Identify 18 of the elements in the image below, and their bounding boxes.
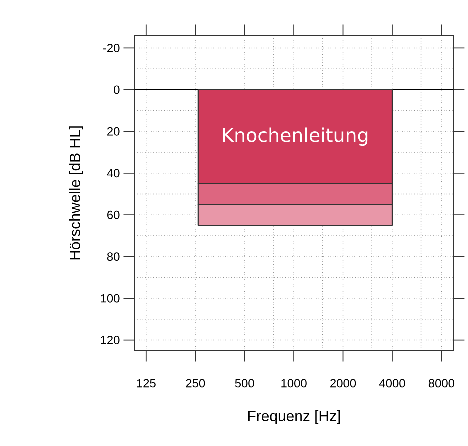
y-tick-label: -20 [103, 44, 120, 52]
y-tick-label: 80 [107, 252, 120, 262]
x-tick-label: 250 [186, 379, 206, 388]
y-tick-label: 100 [101, 294, 120, 303]
y-tick-label: 60 [108, 210, 120, 220]
x-tick-label: 125 [137, 379, 156, 388]
y-axis-title: Hörschwelle [dB HL] [69, 126, 84, 260]
x-axis-title: Frequenz [Hz] [248, 410, 340, 424]
y-tick-label: 40 [107, 169, 120, 178]
series-label: Knochenleitung [223, 128, 368, 146]
y-tick-label: 120 [101, 336, 120, 344]
x-tick-label: 2000 [330, 379, 356, 388]
x-tick-label: 8000 [428, 379, 455, 388]
x-tick-label: 4000 [379, 379, 406, 388]
x-tick-label: 500 [235, 379, 254, 388]
y-tick-label: 0 [114, 86, 120, 94]
x-tick-label: 1000 [282, 379, 307, 388]
y-tick-label: 20 [108, 127, 120, 136]
